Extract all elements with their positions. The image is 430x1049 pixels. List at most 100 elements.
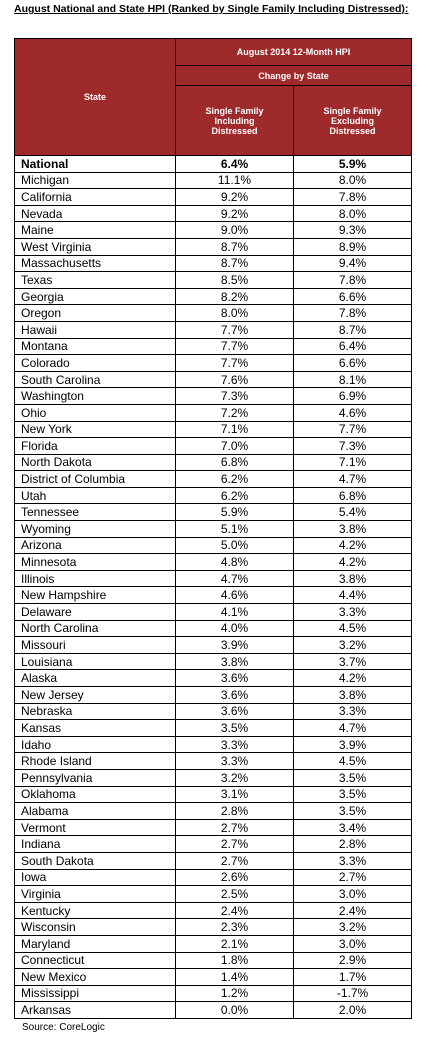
state-cell: Colorado	[14, 354, 176, 372]
table-row: New Mexico 1.4% 1.7%	[14, 968, 413, 986]
value-cell: 6.8%	[175, 453, 294, 472]
value-cell: 2.0%	[292, 1001, 413, 1019]
table-row: Wyoming 5.1% 3.8%	[14, 520, 413, 538]
table-row: Louisiana 3.8% 3.7%	[14, 652, 413, 671]
value-cell: 2.4%	[175, 901, 294, 920]
table-row: Utah 6.2% 6.8%	[14, 486, 413, 505]
table-row: Hawaii 7.7% 8.7%	[14, 320, 413, 339]
table-row: Maine 9.0% 9.3%	[14, 221, 413, 239]
value-cell: 3.2%	[292, 918, 413, 936]
value-cell: 3.0%	[292, 934, 413, 953]
table-row: Pennsylvania 3.2% 3.5%	[14, 768, 413, 787]
value-cell: 3.4%	[292, 818, 413, 837]
state-cell: Oregon	[14, 304, 176, 322]
value-cell: 4.4%	[292, 586, 413, 605]
value-cell: 7.7%	[175, 354, 294, 372]
table-row: Idaho 3.3% 3.9%	[14, 735, 413, 754]
table-row: Alabama 2.8% 3.5%	[14, 802, 413, 820]
value-cell: 7.8%	[292, 271, 413, 289]
state-cell: Pennsylvania	[14, 768, 176, 787]
state-cell: Iowa	[14, 868, 176, 887]
value-cell: 4.6%	[292, 403, 413, 422]
value-cell: 6.8%	[292, 486, 413, 505]
table-row: Florida 7.0% 7.3%	[14, 437, 413, 455]
value-cell: 8.9%	[292, 237, 413, 256]
state-cell: South Dakota	[14, 851, 176, 870]
value-cell: 5.4%	[292, 503, 413, 522]
state-cell: Alaska	[14, 669, 176, 687]
state-cell: Indiana	[14, 835, 176, 853]
subgroup-header: Change by State	[174, 65, 413, 86]
value-cell: 6.9%	[292, 387, 413, 405]
value-cell: 7.7%	[292, 420, 413, 439]
state-cell: Massachusetts	[14, 254, 176, 273]
value-cell: 5.0%	[175, 536, 294, 555]
value-cell: 3.9%	[292, 735, 413, 754]
value-cell: 7.8%	[292, 304, 413, 322]
state-cell: South Carolina	[14, 370, 176, 389]
state-cell: Kentucky	[14, 901, 176, 920]
value-cell: 2.8%	[292, 835, 413, 853]
table-row: Kentucky 2.4% 2.4%	[14, 901, 413, 920]
table-row: Nevada 9.2% 8.0%	[14, 204, 413, 223]
state-cell: Minnesota	[14, 553, 176, 571]
table-row: West Virginia 8.7% 8.9%	[14, 237, 413, 256]
value-cell: 7.3%	[292, 437, 413, 455]
state-cell: Washington	[14, 387, 176, 405]
value-cell: 1.4%	[175, 968, 294, 986]
table-row: Mississippi 1.2% -1.7%	[14, 984, 413, 1003]
value-cell: 4.2%	[292, 536, 413, 555]
value-cell: 3.8%	[292, 686, 413, 704]
state-header: State	[14, 38, 176, 156]
value-cell: 2.7%	[175, 851, 294, 870]
value-cell: 2.1%	[175, 934, 294, 953]
value-cell: 3.2%	[292, 636, 413, 654]
state-cell: Hawaii	[14, 320, 176, 339]
state-cell: Arkansas	[14, 1001, 176, 1019]
state-cell: Rhode Island	[14, 752, 176, 770]
table-row: New Hampshire 4.6% 4.4%	[14, 586, 413, 605]
value-cell: 3.8%	[292, 520, 413, 538]
table-row: South Dakota 2.7% 3.3%	[14, 851, 413, 870]
table-row: Arkansas 0.0% 2.0%	[14, 1001, 413, 1019]
value-cell: 4.0%	[175, 619, 294, 638]
value-cell: 1.2%	[175, 984, 294, 1003]
value-cell: 4.7%	[292, 719, 413, 737]
table-row: Virginia 2.5% 3.0%	[14, 885, 413, 903]
value-cell: 4.8%	[175, 553, 294, 571]
value-cell: 8.7%	[292, 320, 413, 339]
value-cell: 2.6%	[175, 868, 294, 887]
value-cell: 9.2%	[175, 204, 294, 223]
table-row: Ohio 7.2% 4.6%	[14, 403, 413, 422]
table-row: Vermont 2.7% 3.4%	[14, 818, 413, 837]
value-cell: 4.5%	[292, 619, 413, 638]
value-cell: 4.2%	[292, 669, 413, 687]
table-row: Montana 7.7% 6.4%	[14, 337, 413, 356]
state-cell: Florida	[14, 437, 176, 455]
value-cell: 7.1%	[292, 453, 413, 472]
table-row: Iowa 2.6% 2.7%	[14, 868, 413, 887]
value-cell: 5.1%	[175, 520, 294, 538]
state-cell: Idaho	[14, 735, 176, 754]
state-cell: Arizona	[14, 536, 176, 555]
value-cell: 8.0%	[292, 171, 413, 190]
state-cell: District of Columbia	[14, 470, 176, 488]
value-cell: 7.6%	[175, 370, 294, 389]
value-cell: 8.7%	[175, 254, 294, 273]
value-cell: 5.9%	[292, 155, 413, 173]
value-cell: 2.8%	[175, 802, 294, 820]
table-row: Kansas 3.5% 4.7%	[14, 719, 413, 737]
state-cell: Nebraska	[14, 702, 176, 721]
state-cell: Wisconsin	[14, 918, 176, 936]
state-cell: Missouri	[14, 636, 176, 654]
state-cell: Montana	[14, 337, 176, 356]
value-cell: 1.8%	[175, 951, 294, 970]
state-cell: Louisiana	[14, 652, 176, 671]
state-cell: Alabama	[14, 802, 176, 820]
value-cell: 2.7%	[175, 818, 294, 837]
table-row: North Dakota 6.8% 7.1%	[14, 453, 413, 472]
title: August National and State HPI (Ranked by…	[14, 3, 409, 15]
state-cell: North Dakota	[14, 453, 176, 472]
state-cell: Utah	[14, 486, 176, 505]
value-cell: 7.7%	[175, 337, 294, 356]
